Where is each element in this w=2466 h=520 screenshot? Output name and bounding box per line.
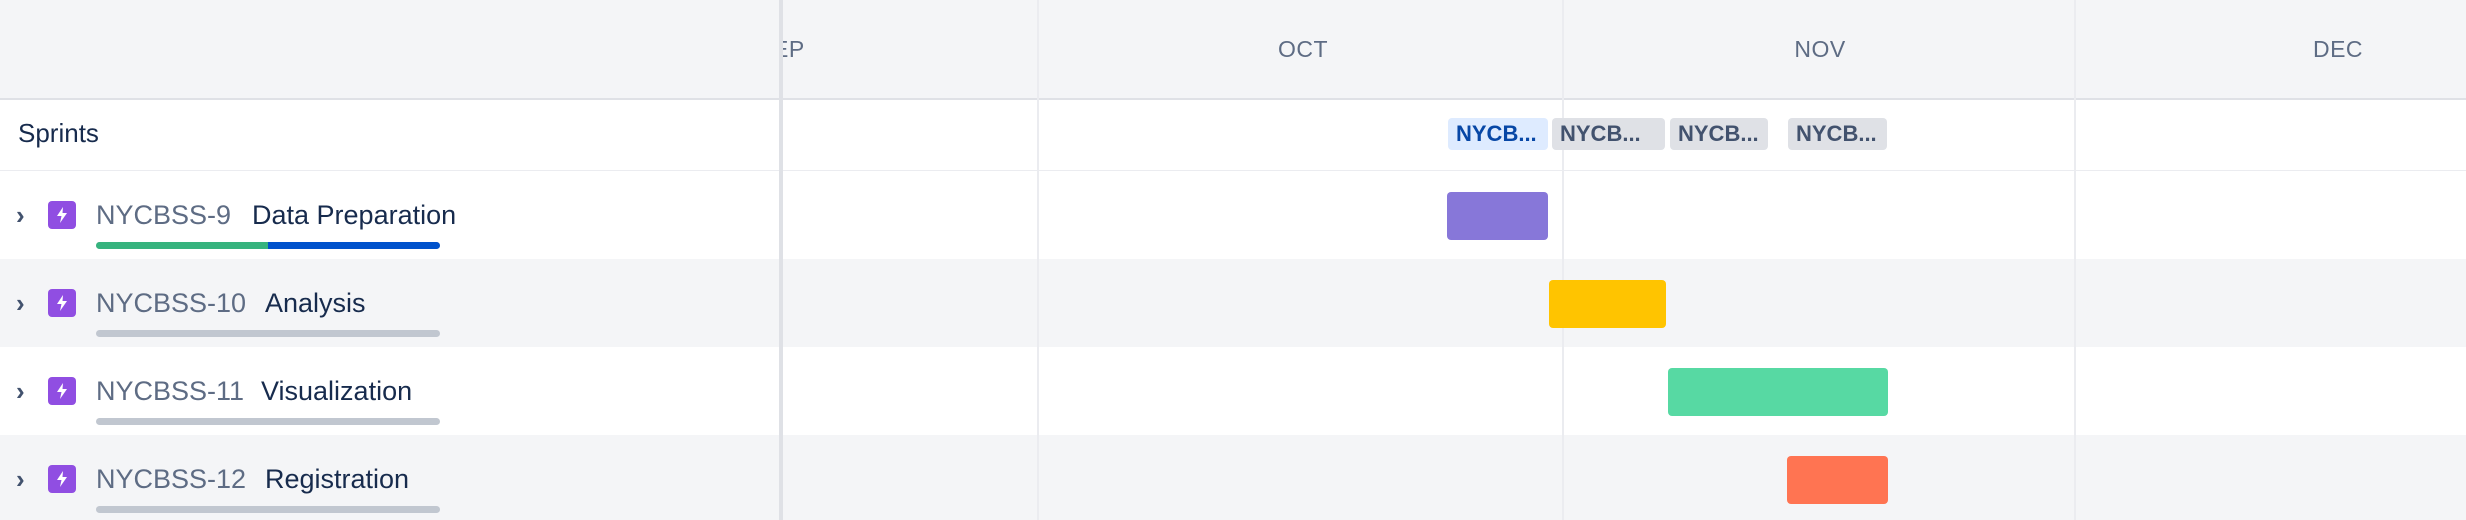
expand-chevron-right-icon[interactable]: › (16, 376, 25, 406)
issue-key[interactable]: NYCBSS-11 (96, 376, 245, 406)
month-label-nov: NOV (1794, 36, 1846, 62)
expand-chevron-right-icon[interactable]: › (16, 200, 25, 230)
issue-progress-bar (96, 242, 440, 249)
timeline-bar-nycbss-11[interactable] (1668, 368, 1888, 416)
month-label-oct: OCT (1277, 36, 1329, 62)
timeline-row (783, 435, 2466, 520)
epic-lightning-icon (48, 289, 76, 317)
issue-key[interactable]: NYCBSS-10 (96, 288, 247, 318)
issue-summary[interactable]: Analysis (265, 288, 366, 318)
issue-key[interactable]: NYCBSS-12 (96, 464, 247, 494)
month-label-dec: DEC (2312, 36, 2364, 62)
issue-summary[interactable]: Registration (265, 464, 410, 494)
sprint-chip[interactable]: NYCB... (1552, 118, 1665, 150)
progress-done-segment (96, 242, 268, 249)
month-divider (1562, 0, 1564, 520)
month-divider (2074, 0, 2076, 520)
timeline-row (783, 171, 2466, 259)
issue-progress-bar (96, 330, 440, 337)
sprint-chip-active[interactable]: NYCB... (1448, 118, 1548, 150)
progress-in-progress-segment (268, 242, 440, 249)
timeline-header: EP OCT NOV DEC (781, 0, 2466, 100)
expand-chevron-right-icon[interactable]: › (16, 288, 25, 318)
issue-progress-bar (96, 506, 440, 513)
panel-splitter[interactable] (779, 0, 783, 520)
issue-summary[interactable]: Data Preparation (252, 200, 457, 230)
sprints-timeline-row (783, 100, 2466, 171)
timeline-bar-nycbss-12[interactable] (1787, 456, 1888, 504)
epic-lightning-icon (48, 201, 76, 229)
issue-progress-bar (96, 418, 440, 425)
header-issue-column (0, 0, 781, 100)
issue-key[interactable]: NYCBSS-9 (96, 200, 232, 230)
timeline-row (783, 347, 2466, 435)
issue-summary[interactable]: Visualization (261, 376, 413, 406)
sprint-chip[interactable]: NYCB... (1670, 118, 1768, 150)
timeline-bar-nycbss-10[interactable] (1549, 280, 1666, 328)
timeline-bar-nycbss-9[interactable] (1447, 192, 1548, 240)
month-divider (1037, 0, 1039, 520)
month-label-sep: EP (781, 36, 805, 62)
sprints-label: Sprints (18, 118, 99, 148)
issue-row[interactable] (0, 435, 779, 520)
sprints-row (0, 100, 779, 171)
sprint-chip[interactable]: NYCB... (1788, 118, 1887, 150)
epic-lightning-icon (48, 377, 76, 405)
expand-chevron-right-icon[interactable]: › (16, 464, 25, 494)
epic-lightning-icon (48, 465, 76, 493)
